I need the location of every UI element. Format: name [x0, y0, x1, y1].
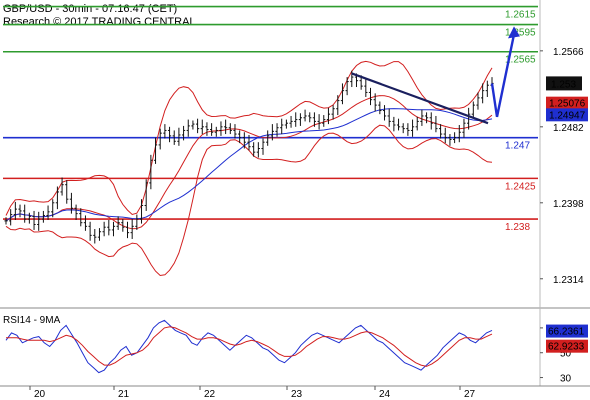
rsi-axis-label: 30 [560, 374, 572, 385]
price-axis-label: 1.2398 [553, 199, 584, 210]
indicator-value-tag [546, 108, 588, 122]
price-axis-label: 1.2566 [553, 47, 584, 58]
time-axis-label: 27 [464, 389, 476, 400]
chart-header-copyright: Research © 2017 TRADING CENTRAL [3, 16, 196, 28]
level-label: 1.2565 [505, 55, 536, 66]
rsi-value-label: 62.9233 [548, 342, 585, 353]
time-axis-label: 21 [118, 389, 130, 400]
time-axis: 20 21 22 23 24 27 [0, 385, 590, 400]
level-label: 1.238 [505, 222, 530, 233]
level-label: 1.2615 [505, 10, 536, 21]
rsi-line-9ma [6, 326, 493, 367]
rsi-title: RSI14 - 9MA [3, 315, 61, 326]
bollinger-upper-band [5, 60, 493, 216]
price-axis-label: 1.2482 [553, 123, 584, 134]
price-panel: 1.2615 1.2595 1.2565 1.247 1.2425 1.238 1.2566… [0, 0, 590, 386]
indicator-value-label: 1.25076 [549, 99, 586, 110]
indicator-value-tag [546, 96, 588, 110]
price-axis-label: 1.2314 [553, 275, 584, 286]
rsi-value-label: 66.2361 [548, 327, 585, 338]
current-price-tag [546, 76, 582, 91]
current-price-value: 1.253 [551, 79, 576, 90]
time-axis-label: 20 [34, 389, 46, 400]
rsi-value-tag [546, 324, 588, 338]
forecast-arrow-head [508, 26, 520, 39]
time-axis-label: 23 [291, 389, 303, 400]
indicator-value-label: 1.24947 [549, 110, 586, 121]
chart-header-symbol: GBP/USD - 30min - 07:16:47 (CET) [3, 3, 177, 15]
level-label: 1.2425 [505, 181, 536, 192]
forecast-arrow [490, 34, 516, 118]
rsi-line-rsi14 [5, 319, 493, 374]
moving-average-red [5, 95, 493, 230]
rsi-value-tag [546, 339, 588, 353]
level-label: 1.247 [505, 141, 530, 152]
level-label: 1.2595 [505, 28, 536, 39]
time-axis-label: 22 [204, 389, 216, 400]
trendline [351, 72, 489, 125]
bollinger-lower-band [5, 124, 493, 277]
time-axis-label: 24 [379, 389, 391, 400]
moving-average-blue [5, 108, 493, 222]
rsi-axis-label: 50 [560, 349, 572, 360]
